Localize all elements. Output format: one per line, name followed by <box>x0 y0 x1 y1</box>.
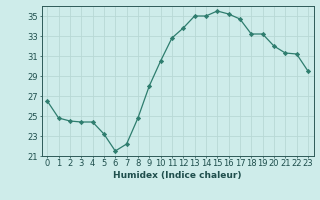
X-axis label: Humidex (Indice chaleur): Humidex (Indice chaleur) <box>113 171 242 180</box>
